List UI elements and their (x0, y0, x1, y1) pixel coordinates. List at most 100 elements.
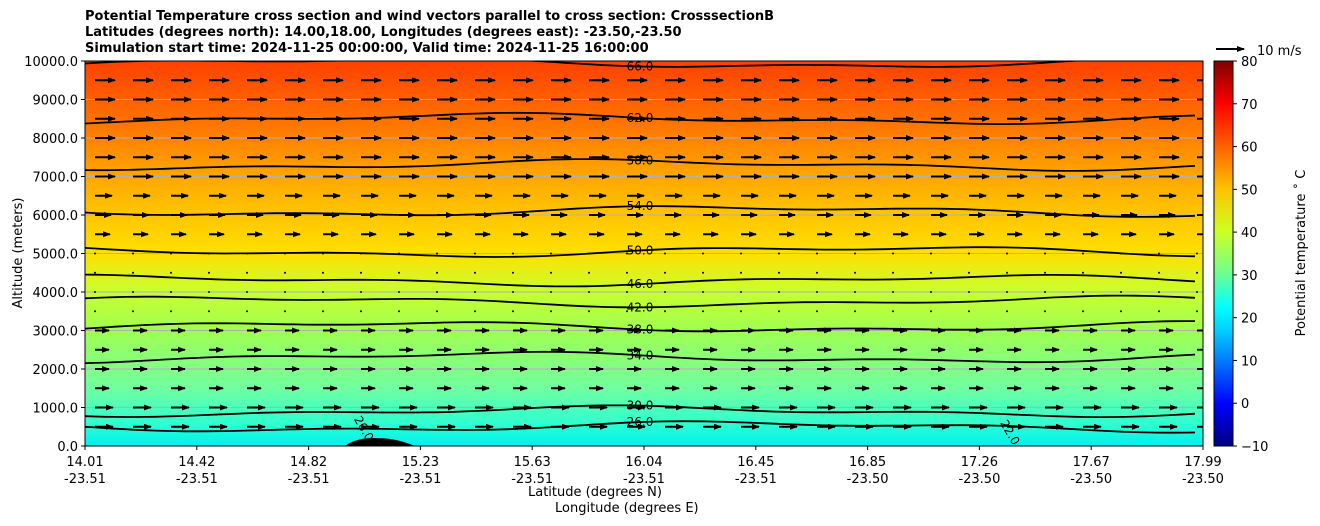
x-tick-label-lat: 17.26 (961, 455, 998, 470)
wind-vector (246, 271, 248, 274)
x-tick-label-lat: 14.01 (66, 455, 103, 470)
contour-label: 58.0 (627, 153, 654, 167)
contour-line (85, 246, 1196, 258)
wind-vector (702, 291, 704, 293)
wind-vector (854, 291, 856, 293)
wind-vector (778, 291, 780, 293)
wind-vector (664, 271, 666, 274)
wind-vector (626, 310, 628, 313)
wind-vector (930, 252, 932, 255)
wind-vector (132, 310, 134, 313)
wind-vector (360, 271, 362, 274)
wind-vector (854, 271, 856, 274)
wind-vector (550, 271, 552, 274)
wind-vector (246, 291, 248, 293)
wind-vector (1196, 291, 1198, 293)
wind-vector (816, 310, 818, 313)
wind-vector (1006, 271, 1008, 274)
wind-vector (626, 271, 628, 274)
wind-vector (1082, 310, 1084, 313)
wind-vector (398, 291, 400, 293)
wind-vector (474, 310, 476, 313)
wind-vector (1082, 291, 1084, 293)
colorbar-tick-label: 50 (1241, 183, 1258, 198)
y-tick-label: 7000.0 (33, 171, 79, 186)
y-tick-label: 5000.0 (33, 248, 79, 263)
wind-vector (588, 271, 590, 274)
colorbar-tick-label: 70 (1241, 98, 1258, 113)
contour-label: 50.0 (627, 243, 654, 257)
wind-vector (854, 252, 856, 255)
wind-vector (778, 252, 780, 255)
x-tick-label-lon: -23.50 (847, 472, 889, 487)
x-tick-label-lon: -23.51 (735, 472, 777, 487)
x-tick-label-lat: 14.42 (178, 455, 215, 470)
colorbar-tick-label: −10 (1241, 440, 1268, 455)
contour-line (85, 294, 1196, 309)
wind-vector (94, 271, 96, 274)
wind-vector (1120, 291, 1122, 293)
x-tick-label-lat: 16.85 (849, 455, 886, 470)
wind-vector (626, 291, 628, 293)
contour-label: 34.0 (627, 348, 654, 362)
wind-vector (94, 252, 96, 255)
y-axis: 0.0 1000.0 2000.0 3000.0 4000.0 5000.0 6000.0 7… (24, 55, 85, 455)
wind-vector (94, 310, 96, 313)
x-tick-label-lon: -23.51 (176, 472, 218, 487)
wind-vector (550, 291, 552, 293)
wind-vector (892, 291, 894, 293)
wind-vector (398, 252, 400, 255)
wind-vector (360, 310, 362, 313)
wind-vector (588, 291, 590, 293)
wind-vector (1006, 291, 1008, 293)
wind-vector (360, 291, 362, 293)
wind-vector (854, 310, 856, 313)
wind-vector (1044, 291, 1046, 293)
x-tick-label-lon: -23.50 (1070, 472, 1112, 487)
y-tick-label: 9000.0 (33, 94, 79, 109)
chart-title-line3: Simulation start time: 2024-11-25 00:00:… (85, 41, 649, 56)
y-tick-label: 2000.0 (33, 363, 79, 378)
wind-vector (246, 310, 248, 313)
wind-vector (322, 271, 324, 274)
x-tick-label-lat: 15.23 (402, 455, 439, 470)
wind-vector (284, 291, 286, 293)
wind-vector (170, 271, 172, 274)
wind-vector (1044, 310, 1046, 313)
wind-vector (702, 252, 704, 255)
wind-vector (702, 271, 704, 274)
y-tick-label: 1000.0 (33, 402, 79, 417)
wind-vector (436, 310, 438, 313)
x-tick-label-lon: -23.51 (511, 472, 553, 487)
wind-vector (968, 271, 970, 274)
wind-vector (550, 252, 552, 255)
colorbar-tick-label: 10 (1241, 354, 1258, 369)
contour-label: 46.0 (627, 277, 654, 291)
wind-vector (1196, 252, 1198, 255)
colorbar-tick-label: 40 (1241, 226, 1258, 241)
wind-vector (550, 310, 552, 313)
wind-vector (1196, 271, 1198, 274)
wind-vector (588, 310, 590, 313)
wind-vector (284, 271, 286, 274)
wind-vector (626, 252, 628, 255)
contour-label: 42.0 (627, 300, 654, 314)
x-tick-label-lat: 16.45 (737, 455, 774, 470)
quiver-key-label: 10 m/s (1257, 44, 1302, 59)
wind-vector (1120, 252, 1122, 255)
x-tick-label-lat: 17.99 (1184, 455, 1221, 470)
wind-vector (816, 252, 818, 255)
x-tick-label-lat: 15.63 (514, 455, 551, 470)
wind-vector (398, 271, 400, 274)
wind-vector (1120, 310, 1122, 313)
wind-vector (94, 291, 96, 293)
wind-vector (1158, 291, 1160, 293)
wind-vector (1006, 252, 1008, 255)
wind-vector (892, 252, 894, 255)
wind-vector (930, 310, 932, 313)
x-axis-label-lon: Longitude (degrees E) (555, 501, 699, 516)
wind-vector (702, 310, 704, 313)
wind-vector (968, 252, 970, 255)
contour-label: 26.0 (627, 415, 654, 429)
wind-vector (1082, 271, 1084, 274)
